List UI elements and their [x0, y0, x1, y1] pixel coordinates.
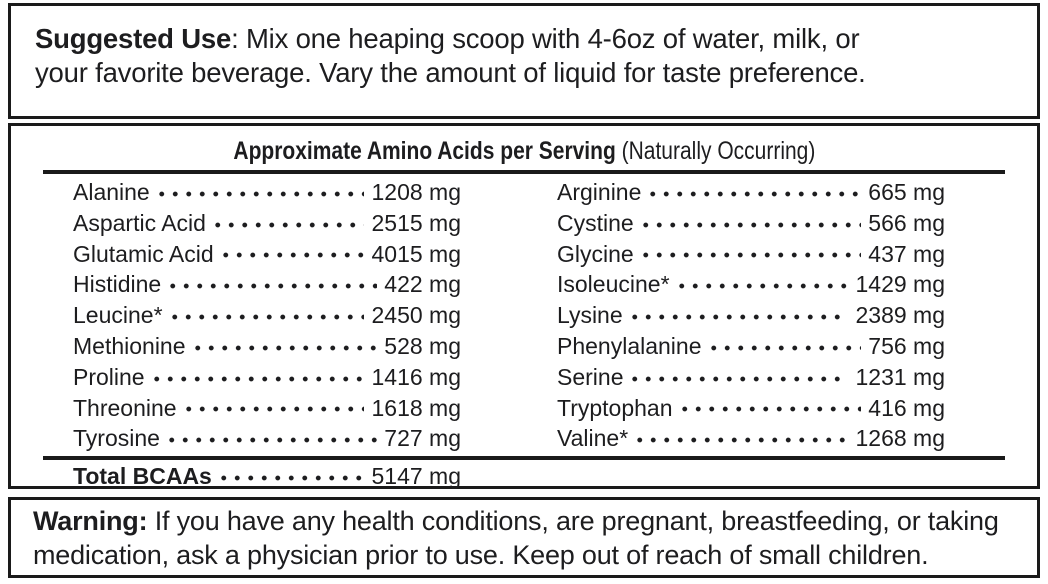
leader-dots [624, 300, 849, 331]
amino-value: 727 mg [384, 425, 461, 452]
warning-line1: If you have any health conditions, are p… [147, 506, 999, 536]
amino-column-right: Arginine 665 mg Cystine 566 mg Glycine 437 mg… [557, 177, 945, 455]
amino-value: 1208 mg [371, 179, 461, 205]
amino-name: Arginine [557, 179, 642, 205]
amino-value: 665 mg [868, 179, 945, 205]
leader-dots [630, 423, 849, 455]
leader-dots [161, 423, 378, 455]
amino-value: 1416 mg [371, 363, 461, 390]
table-top-rule [43, 170, 1005, 174]
total-bcaas-value: 5147 mg [371, 463, 461, 490]
amino-row: Phenylalanine 756 mg [557, 330, 945, 362]
leader-dots [703, 330, 862, 362]
amino-value: 528 mg [384, 332, 461, 359]
amino-value: 4015 mg [371, 240, 461, 267]
amino-value: 1618 mg [371, 394, 461, 421]
amino-row: Histidine 422 mg [73, 269, 461, 301]
leader-dots [213, 460, 365, 493]
amino-row: Serine 1231 mg [557, 361, 945, 393]
amino-value: 1231 mg [855, 363, 945, 390]
leader-dots [635, 207, 862, 239]
amino-value: 566 mg [868, 209, 945, 236]
amino-value: 2450 mg [371, 302, 461, 329]
amino-name: Serine [557, 363, 624, 390]
amino-acids-box: Approximate Amino Acids per Serving (Nat… [8, 123, 1040, 493]
amino-name: Threonine [73, 394, 177, 421]
amino-acids-table: Alanine 1208 mg Aspartic Acid 2515 mg Glutam… [11, 174, 1037, 455]
warning-text: Warning: If you have any health conditio… [33, 504, 1015, 572]
amino-value: 1268 mg [855, 425, 945, 452]
warning-lead: Warning: [33, 506, 148, 536]
total-bcaas-row: Total BCAAs 5147 mg [73, 460, 461, 493]
leader-dots [164, 300, 365, 331]
amino-row: Valine* 1268 mg [557, 423, 945, 455]
amino-row: Tryptophan 416 mg [557, 392, 945, 424]
amino-name: Glycine [557, 240, 634, 267]
amino-acids-title-note: (Naturally Occurring) [615, 137, 815, 165]
leader-dots [178, 392, 365, 424]
amino-value: 437 mg [868, 240, 945, 267]
amino-row: Arginine 665 mg [557, 177, 945, 208]
amino-row: Proline 1416 mg [73, 361, 461, 393]
amino-name: Alanine [73, 179, 150, 205]
suggested-use-line1: : Mix one heaping scoop with 4-6oz of wa… [231, 23, 860, 54]
amino-name: Isoleucine* [557, 271, 670, 298]
leader-dots [151, 177, 365, 208]
amino-value: 1429 mg [855, 271, 945, 298]
amino-name: Aspartic Acid [73, 209, 206, 236]
suggested-use-text: Suggested Use: Mix one heaping scoop wit… [35, 22, 1013, 90]
leader-dots [635, 238, 862, 270]
amino-name: Glutamic Acid [73, 240, 214, 267]
suggested-use-box: Suggested Use: Mix one heaping scoop wit… [8, 3, 1040, 119]
amino-row: Glutamic Acid 4015 mg [73, 238, 461, 270]
suggested-use-line2: your favorite beverage. Vary the amount … [35, 57, 866, 88]
leader-dots [187, 330, 378, 362]
leader-dots [643, 177, 862, 208]
warning-box: Warning: If you have any health conditio… [8, 497, 1040, 578]
amino-row: Isoleucine* 1429 mg [557, 269, 945, 301]
total-bcaas-label: Total BCAAs [73, 463, 212, 490]
amino-row: Tyrosine 727 mg [73, 423, 461, 455]
amino-row: Cystine 566 mg [557, 207, 945, 239]
leader-dots [163, 269, 378, 301]
amino-name: Cystine [557, 209, 634, 236]
amino-row: Aspartic Acid 2515 mg [73, 207, 461, 239]
amino-name: Tyrosine [73, 425, 160, 452]
amino-name: Histidine [73, 271, 162, 298]
amino-value: 422 mg [384, 271, 461, 298]
amino-name: Methionine [73, 332, 186, 359]
amino-name: Proline [73, 363, 145, 390]
leader-dots [625, 361, 849, 393]
amino-acids-title-bold: Approximate Amino Acids per Serving [233, 137, 616, 165]
leader-dots [671, 269, 849, 301]
amino-row: Lysine 2389 mg [557, 300, 945, 331]
amino-row: Leucine* 2450 mg [73, 300, 461, 331]
amino-row: Methionine 528 mg [73, 330, 461, 362]
amino-name: Phenylalanine [557, 332, 702, 359]
amino-name: Valine* [557, 425, 629, 452]
amino-name: Tryptophan [557, 394, 673, 421]
amino-column-left: Alanine 1208 mg Aspartic Acid 2515 mg Glutam… [73, 177, 461, 455]
table-total-rule [43, 456, 1005, 461]
amino-value: 2515 mg [371, 209, 461, 236]
warning-line2: medication, ask a physician prior to use… [33, 540, 929, 570]
amino-acids-title: Approximate Amino Acids per Serving (Nat… [11, 126, 1037, 170]
amino-row: Glycine 437 mg [557, 238, 945, 270]
leader-dots [215, 238, 365, 270]
leader-dots [146, 361, 365, 393]
amino-name: Leucine* [73, 302, 163, 329]
amino-value: 2389 mg [855, 302, 945, 329]
leader-dots [207, 207, 365, 239]
amino-row: Alanine 1208 mg [73, 177, 461, 208]
amino-value: 756 mg [868, 332, 945, 359]
suggested-use-lead: Suggested Use [35, 23, 232, 54]
amino-value: 416 mg [868, 394, 945, 421]
leader-dots [674, 392, 862, 424]
amino-row: Threonine 1618 mg [73, 392, 461, 424]
amino-name: Lysine [557, 302, 623, 329]
